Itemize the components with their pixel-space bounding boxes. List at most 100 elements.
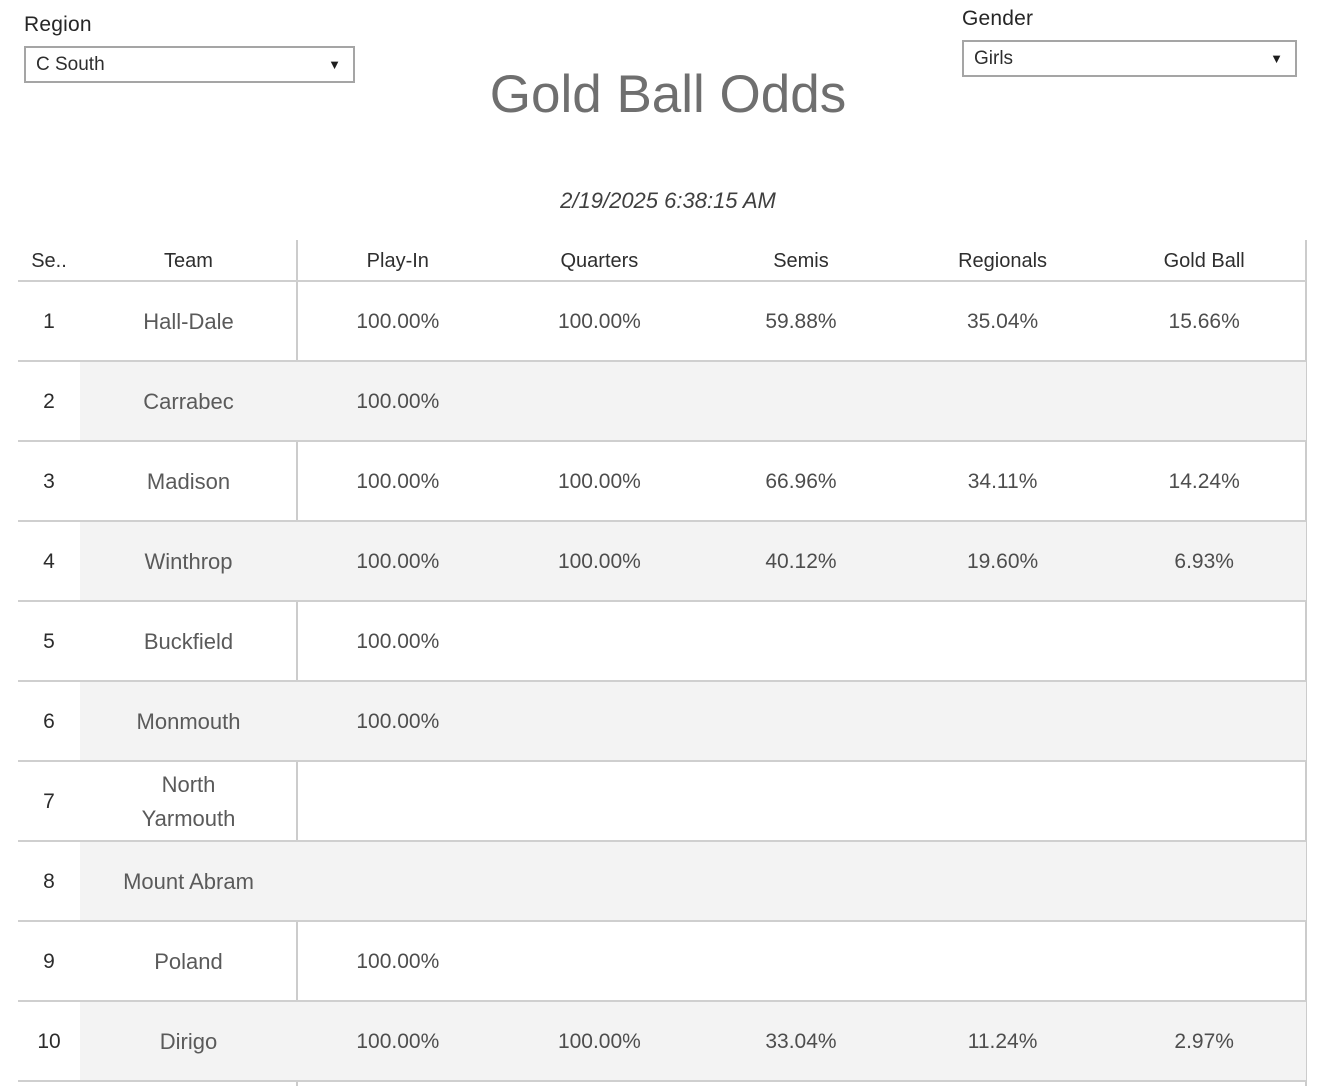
semis-cell bbox=[700, 682, 902, 762]
table-row: 2 Carrabec 100.00% bbox=[0, 362, 1308, 442]
regionals-cell bbox=[902, 842, 1104, 922]
chevron-down-icon: ▼ bbox=[1270, 51, 1283, 66]
regionals-cell bbox=[902, 762, 1104, 842]
region-dropdown[interactable]: C South ▼ bbox=[24, 46, 355, 83]
semis-cell: 33.04% bbox=[765, 1030, 837, 1053]
gold-ball-odds-table: Se.. Team Play-In Quarters Semis Regiona… bbox=[0, 240, 1308, 1086]
seed-cell: 9 bbox=[43, 950, 55, 973]
semis-cell bbox=[700, 842, 902, 922]
gold-ball-cell: 6.93% bbox=[1174, 550, 1234, 573]
team-name: Hall-Dale bbox=[143, 308, 234, 334]
gold-ball-cell bbox=[1103, 602, 1305, 682]
gold-ball-cell bbox=[1103, 362, 1305, 442]
column-header-play-in: Play-In bbox=[366, 249, 429, 272]
quarters-cell bbox=[499, 682, 701, 762]
seed-cell: 7 bbox=[43, 790, 55, 813]
gender-filter: Gender Girls ▼ bbox=[962, 7, 1297, 77]
semis-cell: 59.88% bbox=[765, 310, 837, 333]
gold-ball-cell: 14.24% bbox=[1168, 470, 1240, 493]
play-in-cell bbox=[297, 762, 499, 842]
seed-cell: 4 bbox=[43, 550, 55, 573]
semis-cell: 40.12% bbox=[765, 550, 837, 573]
last-updated-timestamp: 2/19/2025 6:38:15 AM bbox=[560, 188, 776, 213]
team-cell: Winthrop bbox=[80, 522, 297, 602]
semis-cell bbox=[700, 922, 902, 1002]
column-header-team: Team bbox=[164, 249, 213, 272]
column-header-regionals: Regionals bbox=[958, 249, 1048, 272]
gold-ball-cell: 2.97% bbox=[1174, 1030, 1234, 1053]
table-row: 10 Dirigo 100.00% 100.00% 33.04% 11.24% … bbox=[0, 1002, 1308, 1082]
quarters-cell: 100.00% bbox=[557, 1030, 641, 1053]
quarters-cell bbox=[499, 842, 701, 922]
team-name: North Yarmouth bbox=[141, 771, 236, 831]
quarters-cell: 100.00% bbox=[557, 470, 641, 493]
gender-dropdown[interactable]: Girls ▼ bbox=[962, 40, 1297, 77]
column-header-semis: Semis bbox=[773, 249, 829, 272]
quarters-cell bbox=[499, 922, 701, 1002]
team-cell: Hall-Dale bbox=[80, 282, 297, 362]
team-name: Monmouth bbox=[136, 708, 241, 734]
region-dropdown-value: C South bbox=[36, 53, 105, 75]
regionals-cell bbox=[902, 922, 1104, 1002]
gold-ball-cell bbox=[1103, 682, 1305, 762]
play-in-cell: 100.00% bbox=[356, 630, 440, 653]
gold-ball-cell bbox=[1103, 922, 1305, 1002]
table-row: 9 Poland 100.00% bbox=[0, 922, 1308, 1002]
semis-cell bbox=[700, 762, 902, 842]
table-row: 5 Buckfield 100.00% bbox=[0, 602, 1308, 682]
table-header-row: Se.. Team Play-In Quarters Semis Regiona… bbox=[0, 240, 1308, 282]
team-name: Carrabec bbox=[143, 388, 234, 414]
seed-cell: 6 bbox=[43, 710, 55, 733]
team-name: Mount Abram bbox=[123, 868, 254, 894]
table-row: 4 Winthrop 100.00% 100.00% 40.12% 19.60%… bbox=[0, 522, 1308, 602]
regionals-cell bbox=[902, 362, 1104, 442]
team-name: Dirigo bbox=[159, 1028, 218, 1054]
play-in-cell: 100.00% bbox=[356, 550, 440, 573]
play-in-cell: 100.00% bbox=[356, 470, 440, 493]
gold-ball-cell bbox=[1103, 842, 1305, 922]
table-row: 6 Monmouth 100.00% bbox=[0, 682, 1308, 762]
gold-ball-cell: 15.66% bbox=[1168, 310, 1240, 333]
region-filter-label: Region bbox=[24, 13, 92, 36]
team-cell: Monmouth bbox=[80, 682, 297, 762]
column-header-quarters: Quarters bbox=[560, 249, 639, 272]
team-name: Madison bbox=[146, 468, 231, 494]
gender-dropdown-value: Girls bbox=[974, 47, 1014, 69]
regionals-cell bbox=[902, 682, 1104, 762]
table-row: 1 Hall-Dale 100.00% 100.00% 59.88% 35.04… bbox=[0, 282, 1308, 362]
quarters-cell bbox=[499, 602, 701, 682]
quarters-cell bbox=[499, 762, 701, 842]
semis-cell: 66.96% bbox=[765, 470, 837, 493]
semis-cell bbox=[700, 362, 902, 442]
team-name: Winthrop bbox=[144, 548, 233, 574]
table-row: 8 Mount Abram bbox=[0, 842, 1308, 922]
seed-cell: 8 bbox=[43, 870, 55, 893]
quarters-cell: 100.00% bbox=[557, 310, 641, 333]
play-in-cell: 100.00% bbox=[356, 1030, 440, 1053]
page-title: Gold Ball Odds bbox=[489, 65, 847, 124]
team-name: Poland bbox=[154, 948, 223, 974]
column-header-gold-ball: Gold Ball bbox=[1163, 249, 1245, 272]
table-row: 7 North Yarmouth bbox=[0, 762, 1308, 842]
play-in-cell: 100.00% bbox=[356, 310, 440, 333]
column-header-seed: Se.. bbox=[31, 249, 67, 272]
team-name: Buckfield bbox=[143, 628, 234, 654]
team-cell: Dirigo bbox=[80, 1002, 297, 1082]
quarters-cell bbox=[499, 362, 701, 442]
table-row: 3 Madison 100.00% 100.00% 66.96% 34.11% … bbox=[0, 442, 1308, 522]
team-cell: Buckfield bbox=[80, 602, 297, 682]
team-cell: Madison bbox=[80, 442, 297, 522]
seed-cell: 1 bbox=[43, 310, 55, 333]
regionals-cell: 35.04% bbox=[966, 310, 1039, 333]
team-cell: Poland bbox=[80, 922, 297, 1002]
gold-ball-cell bbox=[1103, 762, 1305, 842]
semis-cell bbox=[700, 602, 902, 682]
seed-cell: 10 bbox=[37, 1030, 61, 1053]
team-cell: North Yarmouth bbox=[80, 762, 297, 842]
regionals-cell: 34.11% bbox=[967, 470, 1038, 493]
quarters-cell: 100.00% bbox=[557, 550, 641, 573]
table-divider-line bbox=[296, 240, 298, 1086]
team-cell: Mount Abram bbox=[80, 842, 297, 922]
regionals-cell: 11.24% bbox=[967, 1030, 1038, 1053]
